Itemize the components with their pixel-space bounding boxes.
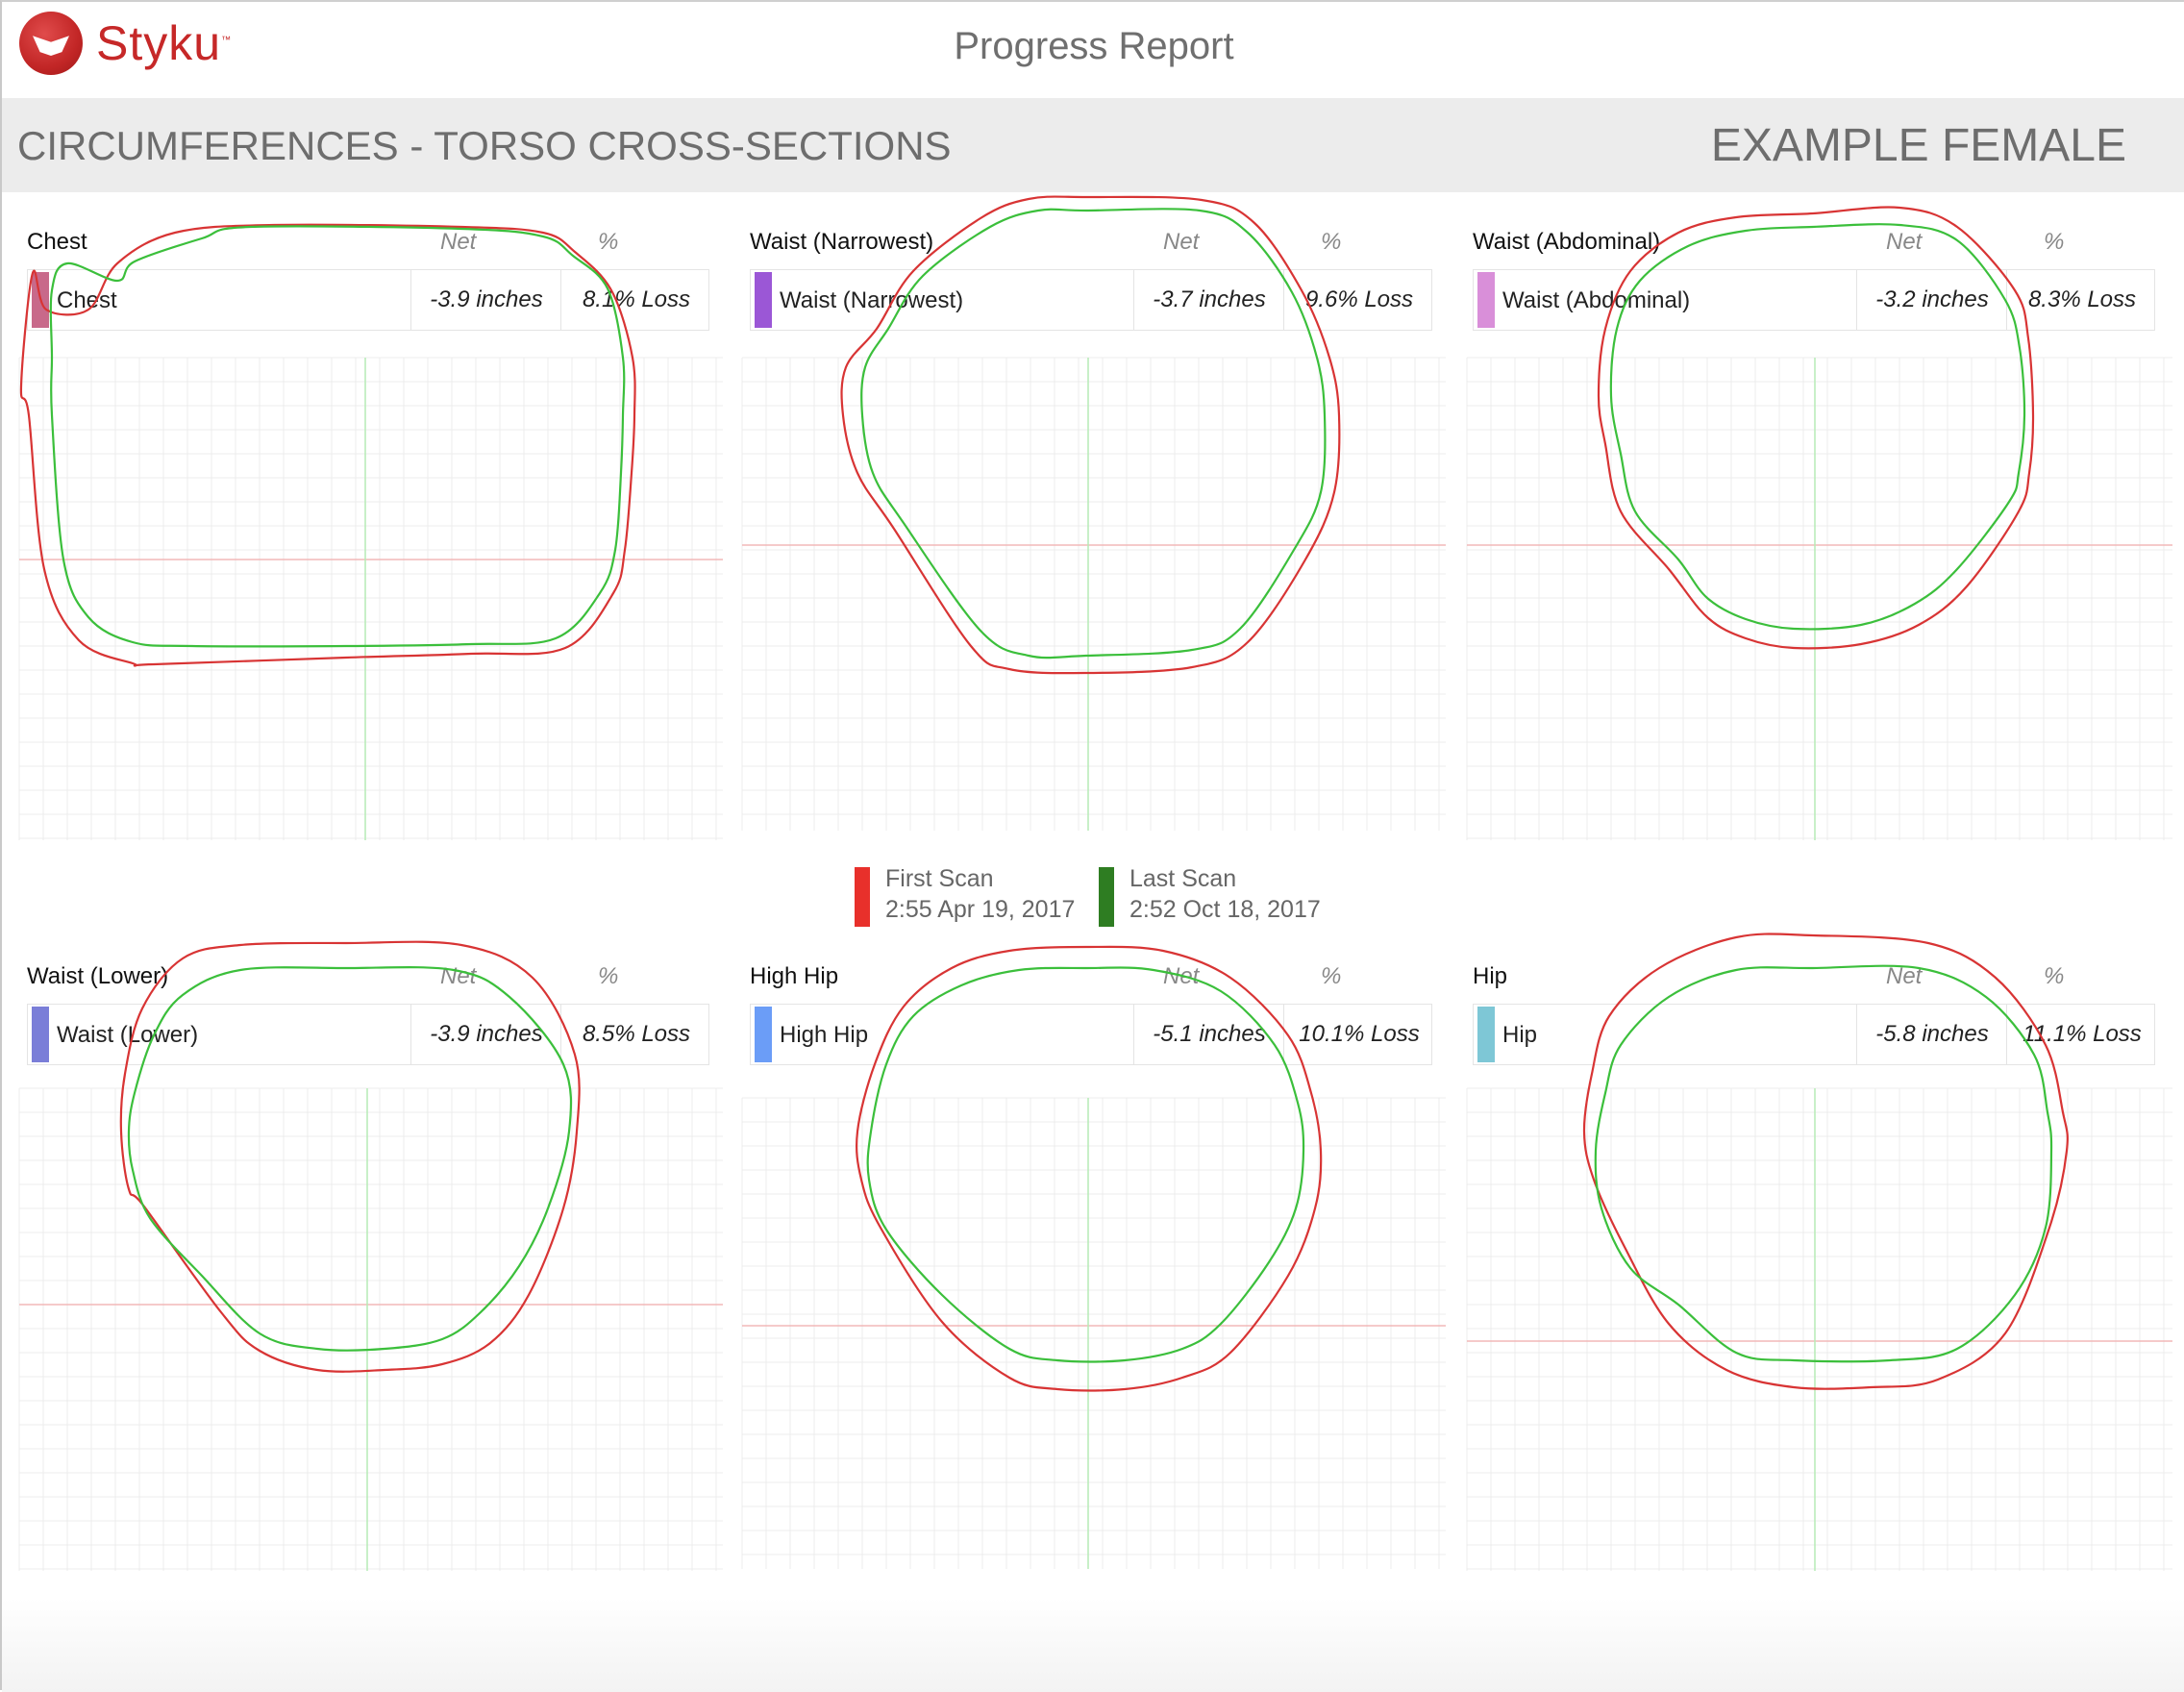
panel-title: High Hip	[750, 963, 839, 989]
net-value: -3.2 inches	[1856, 270, 2007, 330]
logo: Styku™	[19, 12, 232, 75]
net-column-header: Net	[1163, 229, 1200, 255]
measurement-name: Chest	[57, 287, 117, 313]
measurement-row: Waist (Narrowest) -3.7 inches 9.6% Loss	[750, 269, 1432, 331]
panel-title: Hip	[1473, 963, 1508, 989]
percent-value: 8.1% Loss	[560, 270, 711, 330]
panel-header: Waist (Abdominal) Net %	[1448, 221, 2140, 260]
color-swatch	[32, 272, 49, 328]
panel-header: Waist (Narrowest) Net %	[725, 221, 1417, 260]
panel-header: Hip Net %	[1448, 956, 2140, 994]
color-swatch	[32, 1007, 49, 1062]
panel-title: Waist (Abdominal)	[1473, 229, 1661, 255]
percent-column-header: %	[598, 963, 619, 989]
measurement-row: Chest -3.9 inches 8.1% Loss	[27, 269, 709, 331]
first-scan-label: First Scan	[885, 865, 994, 892]
color-swatch	[755, 1007, 772, 1062]
first-scan-date: 2:55 Apr 19, 2017	[885, 896, 1076, 923]
panel-header: High Hip Net %	[725, 956, 1417, 994]
net-column-header: Net	[440, 229, 477, 255]
panel-title: Waist (Lower)	[27, 963, 169, 989]
net-column-header: Net	[1163, 963, 1200, 989]
percent-column-header: %	[2044, 963, 2065, 989]
percent-column-header: %	[1321, 963, 1342, 989]
measurement-name: Waist (Abdominal)	[1502, 287, 1691, 313]
net-column-header: Net	[1886, 229, 1923, 255]
color-swatch	[755, 272, 772, 328]
person-name: EXAMPLE FEMALE	[1710, 120, 2126, 171]
first-scan-swatch	[855, 867, 870, 927]
measurement-name: Waist (Lower)	[57, 1022, 199, 1048]
color-swatch	[1477, 1007, 1495, 1062]
measurement-row: High Hip -5.1 inches 10.1% Loss	[750, 1004, 1432, 1065]
first-scan-outline	[840, 195, 1341, 675]
percent-column-header: %	[598, 229, 619, 255]
logo-trademark: ™	[221, 35, 233, 46]
percent-column-header: %	[2044, 229, 2065, 255]
measurement-name: High Hip	[780, 1022, 869, 1048]
panel-header: Chest Net %	[2, 221, 694, 260]
color-swatch	[1477, 272, 1495, 328]
page-footer-fade	[2, 1598, 2184, 1692]
percent-value: 8.5% Loss	[560, 1005, 711, 1064]
last-scan-date: 2:52 Oct 18, 2017	[1129, 896, 1321, 923]
measurement-row: Waist (Lower) -3.9 inches 8.5% Loss	[27, 1004, 709, 1065]
first-scan-outline	[1582, 933, 2069, 1390]
percent-value: 8.3% Loss	[2006, 270, 2157, 330]
net-value: -3.9 inches	[410, 1005, 561, 1064]
last-scan-label: Last Scan	[1129, 865, 1237, 892]
net-value: -3.7 inches	[1133, 270, 1284, 330]
percent-value: 11.1% Loss	[2006, 1005, 2157, 1064]
panel-title: Chest	[27, 229, 87, 255]
styku-logo-icon	[19, 12, 83, 75]
net-value: -5.1 inches	[1133, 1005, 1284, 1064]
panel-title: Waist (Narrowest)	[750, 229, 934, 255]
net-column-header: Net	[1886, 963, 1923, 989]
section-title: CIRCUMFERENCES - TORSO CROSS-SECTIONS	[17, 123, 952, 168]
percent-value: 10.1% Loss	[1283, 1005, 1434, 1064]
net-column-header: Net	[440, 963, 477, 989]
measurement-row: Hip -5.8 inches 11.1% Loss	[1473, 1004, 2155, 1065]
percent-value: 9.6% Loss	[1283, 270, 1434, 330]
net-value: -3.9 inches	[410, 270, 561, 330]
section-header: CIRCUMFERENCES - TORSO CROSS-SECTIONS EX…	[2, 98, 2184, 192]
measurement-name: Hip	[1502, 1022, 1538, 1048]
measurement-row: Waist (Abdominal) -3.2 inches 8.3% Loss	[1473, 269, 2155, 331]
report-title: Progress Report	[954, 25, 1234, 67]
percent-column-header: %	[1321, 229, 1342, 255]
panel-header: Waist (Lower) Net %	[2, 956, 694, 994]
net-value: -5.8 inches	[1856, 1005, 2007, 1064]
measurement-name: Waist (Narrowest)	[780, 287, 964, 313]
logo-text: Styku™	[96, 16, 233, 70]
last-scan-swatch	[1099, 867, 1114, 927]
